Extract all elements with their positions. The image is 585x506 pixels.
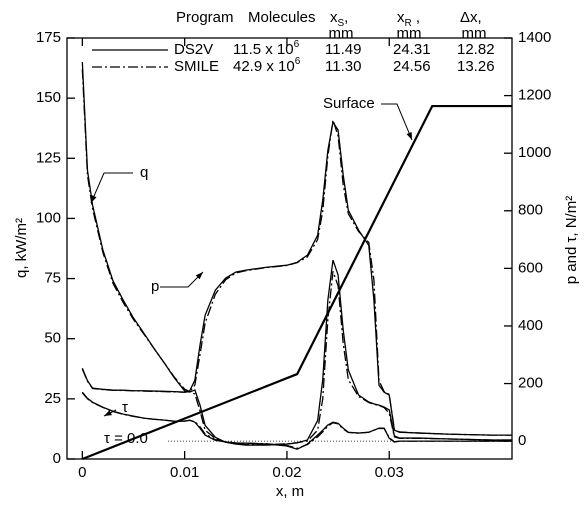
legend-header-part: R (405, 18, 412, 29)
legend-unit: mm (329, 25, 354, 42)
y-tick-label: 125 (36, 149, 61, 166)
annotation-leader (90, 172, 133, 204)
legend-header-part: Molecules (248, 9, 316, 26)
y2-tick-label: 0 (518, 432, 526, 449)
y2-tick-label: 400 (518, 317, 543, 334)
y-tick-label: 175 (36, 29, 61, 46)
data-line (81, 119, 512, 436)
legend-header: xS, (330, 9, 348, 29)
y2-tick-label: 1400 (518, 29, 551, 46)
surface-label: Surface (323, 95, 375, 112)
legend-xs: 11.49 (325, 41, 361, 58)
annotation: p (151, 278, 159, 295)
y2-tick-label: 1200 (518, 87, 551, 104)
y2-tick-label: 800 (518, 202, 543, 219)
data-line (81, 392, 512, 450)
legend-header-part: x (397, 9, 405, 26)
data-line (81, 62, 512, 446)
legend-molecules: 42.9 x 106 (233, 56, 301, 75)
annotation-leader-head (195, 272, 203, 280)
legend-molecules-part: 6 (294, 39, 300, 50)
legend-dx: 13.26 (457, 58, 495, 75)
legend-header-part: x (330, 9, 338, 26)
y-tick-label: 75 (44, 270, 61, 287)
legend-molecules-part: 42.9 x 10 (233, 58, 295, 75)
annotation: q (140, 164, 148, 181)
y-tick-label: 50 (44, 330, 61, 347)
legend-header: Δx, (460, 9, 482, 26)
surface-line (81, 104, 512, 461)
legend-header: Molecules (248, 9, 316, 26)
legend-xr: 24.56 (393, 58, 431, 75)
y2-tick-label: 200 (518, 375, 543, 392)
legend-header: Program (176, 9, 234, 26)
y2-tick-label: 1000 (518, 144, 551, 161)
surface-leader (381, 103, 413, 141)
x-tick-label: 0.01 (170, 464, 199, 481)
legend-header-part: , (412, 9, 420, 26)
x-tick-label: 0.03 (375, 464, 404, 481)
x-axis-label: x, m (276, 483, 304, 500)
legend-molecules-part: 11.5 x 10 (233, 41, 294, 58)
y-tick-label: 0 (53, 450, 61, 467)
annotation-leader (160, 271, 204, 288)
data-line (81, 69, 512, 446)
y2-tick-label: 600 (518, 259, 543, 276)
annotation-leader-head (91, 195, 97, 203)
legend-header-part: S (338, 18, 345, 29)
legend-xr: 24.31 (393, 41, 431, 58)
y-axis-label: q, kW/m² (13, 218, 30, 278)
legend-xs: 11.30 (325, 58, 361, 75)
y2-axis-label: p and τ, N/m² (563, 196, 580, 284)
legend-dx: 12.82 (457, 41, 495, 58)
y-tick-label: 150 (36, 89, 61, 106)
legend-name: SMILE (174, 58, 219, 75)
legend-header-part: , (344, 9, 348, 26)
legend-header-part: Δx, (460, 9, 482, 26)
y-tick-label: 100 (36, 209, 61, 226)
x-tick-label: 0.02 (272, 464, 301, 481)
legend-header-part: Program (176, 9, 234, 26)
legend-unit: mm (462, 25, 487, 42)
legend-molecules: 11.5 x 106 (233, 39, 300, 58)
legend-unit: mm (397, 25, 422, 42)
legend-molecules-part: 6 (295, 56, 301, 67)
zero-line-label: τ = 0.0 (104, 430, 148, 447)
y-tick-label: 25 (44, 390, 61, 407)
legend-name: DS2V (174, 41, 213, 58)
plot-frame (66, 37, 513, 460)
annotation-leader-head (104, 410, 112, 416)
annotation: τ (122, 399, 128, 416)
x-tick-label: 0 (78, 464, 86, 481)
surface-leader-head (406, 132, 412, 140)
legend-header: xR , (397, 9, 420, 29)
